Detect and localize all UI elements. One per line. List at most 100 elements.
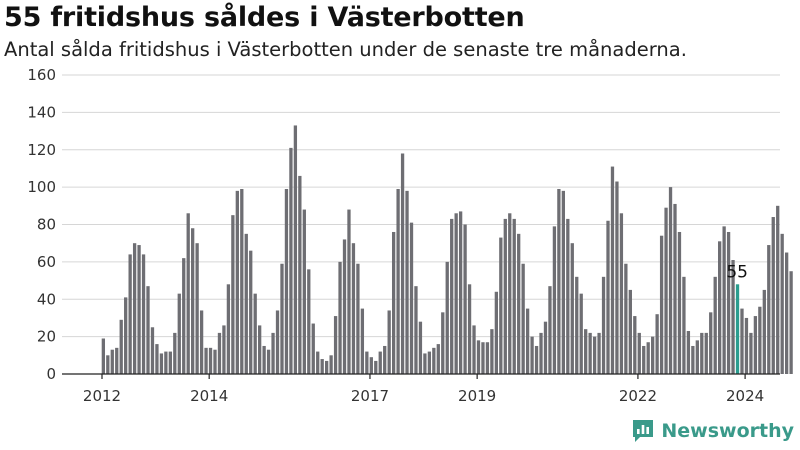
bar [726, 231, 731, 374]
bar [320, 359, 324, 374]
bar [561, 190, 565, 374]
bar [106, 355, 110, 374]
bar [490, 329, 494, 374]
bar [311, 323, 315, 374]
bar [378, 351, 382, 374]
bar [441, 312, 445, 374]
bar [400, 153, 405, 374]
bar [517, 233, 521, 374]
bar [342, 239, 347, 374]
bar [548, 286, 552, 374]
bar [659, 235, 664, 374]
bar [731, 260, 735, 374]
bar [619, 213, 624, 374]
bar [423, 353, 427, 374]
bar [338, 261, 342, 374]
bar [101, 338, 105, 374]
bar [570, 243, 574, 374]
bar [695, 340, 699, 374]
bar [436, 344, 440, 374]
bar [646, 342, 650, 374]
bar [427, 351, 432, 374]
bar [628, 289, 632, 374]
bar [137, 245, 141, 374]
bar [539, 332, 543, 374]
bar [762, 289, 766, 374]
bar [391, 231, 396, 374]
bar [418, 321, 423, 374]
bar [718, 241, 722, 374]
bar [119, 319, 123, 374]
bar [476, 340, 481, 374]
x-tick-label: 2019 [458, 387, 496, 405]
y-tick-label: 80 [37, 216, 56, 234]
bar [458, 211, 463, 374]
bar [110, 349, 114, 374]
bar [789, 271, 793, 374]
bar [454, 213, 458, 374]
bar [758, 306, 762, 374]
bar [365, 351, 369, 374]
bar [316, 351, 320, 374]
bar [164, 351, 168, 374]
bar [347, 209, 351, 374]
bar [226, 284, 231, 374]
bar [186, 213, 190, 374]
bar [579, 293, 583, 374]
bar [244, 233, 248, 374]
bar [753, 316, 758, 374]
bar [637, 332, 641, 374]
x-tick-label: 2014 [190, 387, 228, 405]
bar [673, 203, 677, 374]
bar [360, 308, 365, 374]
y-tick-label: 0 [46, 365, 56, 383]
bar [191, 228, 195, 374]
bar [624, 263, 628, 374]
bar [333, 316, 338, 374]
chart-title: 55 fritidshus såldes i Västerbotten [4, 2, 525, 33]
bar [543, 321, 548, 374]
bar [503, 218, 507, 374]
bar [682, 276, 686, 374]
bar [383, 345, 387, 374]
bar [655, 314, 659, 374]
bar [744, 317, 749, 374]
bar [231, 215, 235, 374]
bar [204, 347, 208, 374]
bar [329, 355, 333, 374]
bar [284, 188, 289, 374]
bar [525, 308, 530, 374]
bar [222, 325, 226, 374]
bar [208, 347, 213, 374]
bar [499, 237, 503, 374]
bar [749, 332, 753, 374]
bar [700, 332, 704, 374]
highlight-bar [735, 284, 740, 374]
bar [668, 187, 673, 374]
y-tick-label: 160 [27, 66, 56, 84]
bar [159, 353, 164, 374]
bar [177, 293, 181, 374]
bar [374, 360, 378, 374]
bar [521, 263, 525, 374]
bar [409, 222, 414, 374]
bar [784, 252, 789, 374]
bar [557, 188, 561, 374]
bar [767, 245, 771, 374]
bar [182, 258, 186, 374]
highlight-value-label: 55 [726, 262, 748, 282]
y-tick-label: 40 [37, 290, 56, 308]
y-tick-label: 120 [27, 141, 56, 159]
y-tick-label: 140 [27, 103, 56, 121]
bar [280, 263, 284, 374]
bar [722, 226, 726, 374]
bar [592, 336, 597, 374]
bar [405, 190, 409, 374]
bar [325, 360, 329, 374]
bar [552, 226, 557, 374]
bar [128, 254, 132, 374]
brand-name: Newsworthy [661, 420, 794, 442]
bar [704, 332, 708, 374]
bar [253, 293, 257, 374]
bar [132, 243, 137, 374]
